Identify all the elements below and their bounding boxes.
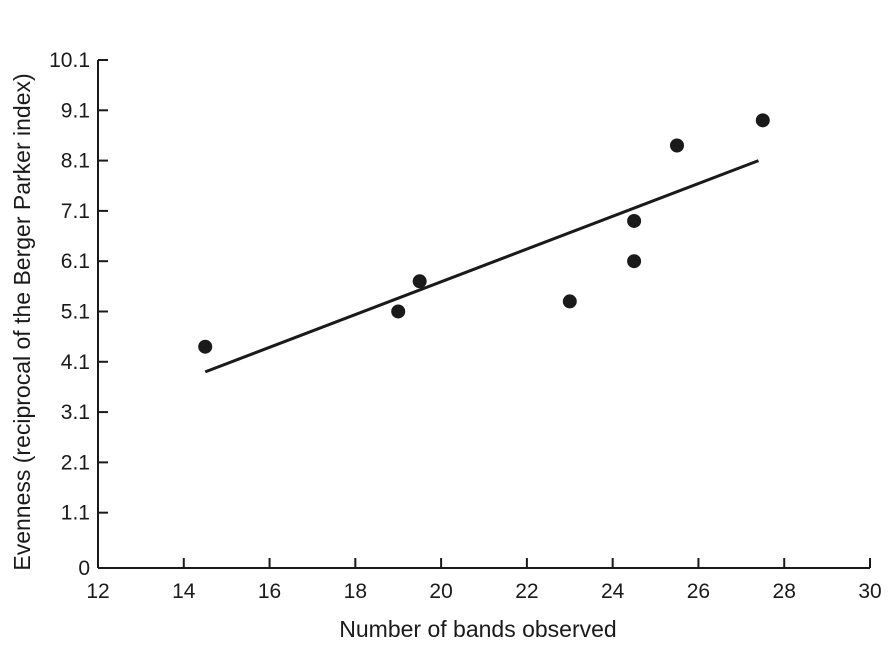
y-axis-ticks: 0 1.1 2.1 3.1 4.1 5.1 6.1 7.1 8.1 9.1 10.1 [49, 49, 108, 580]
x-tick-label: 18 [344, 580, 367, 603]
y-tick-label: 6.1 [61, 250, 90, 273]
trendline [204, 159, 760, 374]
y-axis-label: Evenness (reciprocal of the Berger Parke… [9, 73, 35, 570]
x-tick-label: 20 [429, 580, 452, 603]
data-point [412, 274, 427, 289]
data-point [562, 294, 577, 309]
y-tick-label: 2.1 [61, 451, 90, 474]
axes [97, 60, 870, 569]
y-tick-label: 4.1 [61, 351, 90, 374]
scatter-points [198, 113, 770, 354]
y-tick-label: 5.1 [61, 300, 90, 323]
x-tick-label: 24 [601, 580, 625, 603]
x-tick-label: 28 [773, 580, 796, 603]
data-point [198, 339, 213, 354]
y-tick-label: 10.1 [49, 49, 90, 72]
x-tick-label: 16 [258, 580, 281, 603]
x-axis-ticks: 12 14 16 18 20 22 24 26 28 30 [86, 558, 882, 603]
x-tick-label: 14 [172, 580, 196, 603]
data-point [755, 113, 770, 128]
data-point [627, 213, 642, 228]
x-axis-label: Number of bands observed [339, 616, 616, 642]
y-tick-label: 1.1 [61, 502, 90, 525]
trendline-group [204, 159, 760, 374]
y-tick-label: 8.1 [61, 150, 90, 173]
data-point [391, 304, 406, 319]
y-tick-label: 0 [78, 557, 90, 580]
x-tick-label: 22 [515, 580, 538, 603]
data-point [670, 138, 684, 153]
data-point [627, 254, 642, 269]
x-tick-label: 30 [858, 580, 881, 603]
x-tick-label: 12 [86, 580, 109, 603]
x-tick-label: 26 [687, 580, 710, 603]
y-tick-label: 3.1 [61, 401, 90, 424]
y-tick-label: 7.1 [61, 200, 90, 223]
y-tick-label: 9.1 [61, 99, 90, 122]
